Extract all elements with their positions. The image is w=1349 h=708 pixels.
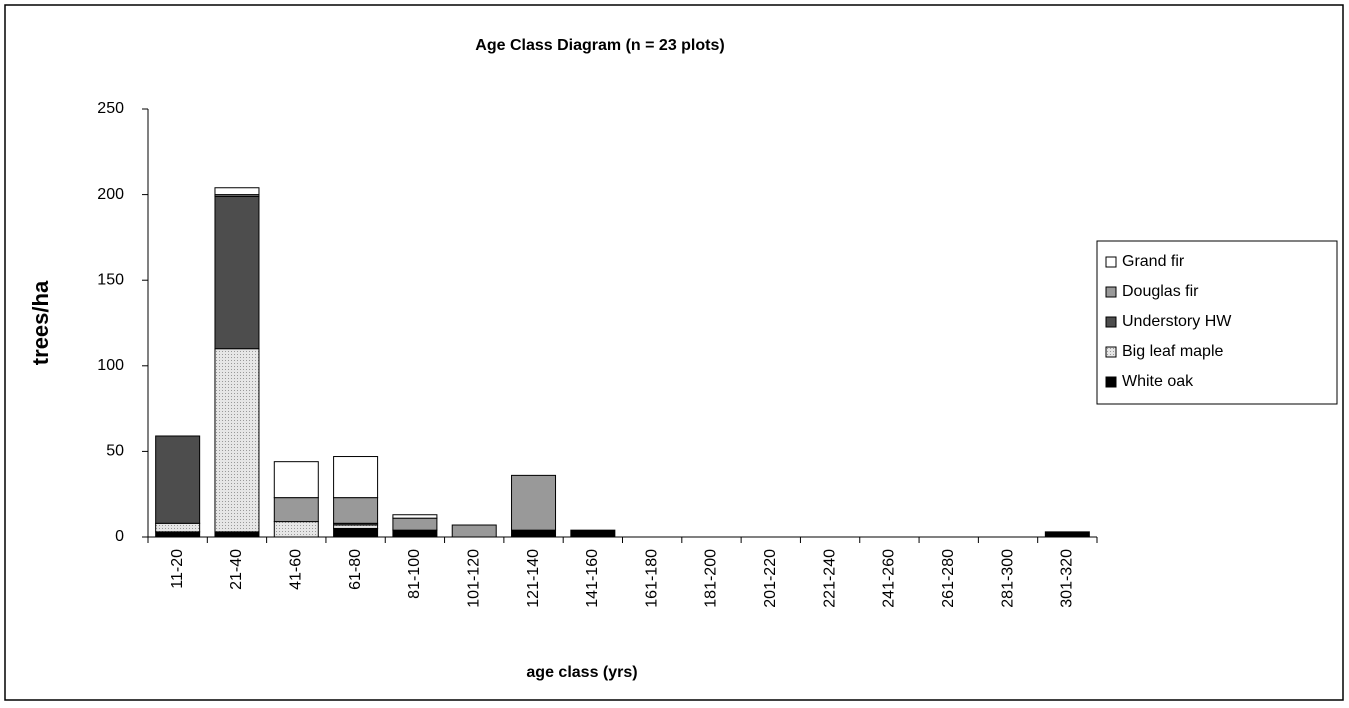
x-tick-label: 11-20	[169, 549, 186, 589]
bar-segment	[273, 497, 319, 523]
bar-segment	[333, 497, 379, 524]
x-tick-label: 81-100	[406, 549, 423, 599]
legend-swatch	[1105, 286, 1117, 298]
bar-segment	[214, 531, 260, 538]
bar-segment	[273, 461, 319, 499]
bar-segment	[273, 521, 319, 538]
bar-segment	[1044, 531, 1090, 538]
x-tick-label: 241-260	[881, 549, 898, 608]
legend-box	[1096, 240, 1338, 405]
bar-segment	[451, 524, 497, 538]
bar-segment	[155, 522, 201, 533]
x-tick-label: 101-120	[465, 549, 482, 608]
y-tick-label: 150	[97, 271, 124, 288]
bar-segment	[155, 531, 201, 538]
bar-segment	[333, 524, 379, 529]
chart-title: Age Class Diagram (n = 23 plots)	[475, 37, 724, 54]
bar-segment	[392, 514, 438, 519]
x-tick-label: 261-280	[940, 549, 957, 608]
bar-segment	[511, 474, 557, 531]
legend-label: Douglas fir	[1122, 283, 1199, 300]
x-tick-label: 181-200	[703, 549, 720, 608]
legend-swatch	[1105, 376, 1117, 388]
x-tick-label: 41-60	[288, 549, 305, 590]
bar-segment	[570, 529, 616, 538]
y-tick-label: 200	[97, 186, 124, 203]
bar-segment	[511, 529, 557, 538]
bar-segment	[333, 527, 379, 538]
y-tick-label: 100	[97, 357, 124, 374]
x-tick-label: 281-300	[999, 549, 1016, 608]
y-tick-label: 0	[115, 528, 124, 545]
bar-segment	[392, 529, 438, 538]
y-axis-label: trees/ha	[28, 280, 53, 365]
bar-segment	[214, 195, 260, 350]
x-tick-label: 121-140	[525, 549, 542, 608]
legend-label: White oak	[1122, 373, 1194, 390]
x-tick-label: 21-40	[228, 549, 245, 590]
x-tick-label: 61-80	[347, 549, 364, 590]
x-tick-label: 201-220	[762, 549, 779, 608]
x-axis-label: age class (yrs)	[526, 664, 637, 681]
x-tick-label: 301-320	[1059, 549, 1076, 608]
x-tick-label: 161-180	[643, 549, 660, 608]
bar-segment	[333, 456, 379, 499]
bar-segment	[214, 348, 260, 533]
y-tick-label: 250	[97, 100, 124, 117]
legend-label: Understory HW	[1122, 313, 1232, 330]
legend-swatch	[1105, 346, 1117, 358]
y-tick-label: 50	[106, 443, 124, 460]
bar-segment	[392, 517, 438, 531]
legend-label: Grand fir	[1122, 253, 1185, 270]
bar-segment	[214, 187, 260, 196]
legend-swatch	[1105, 256, 1117, 268]
legend-label: Big leaf maple	[1122, 343, 1223, 360]
x-tick-label: 141-160	[584, 549, 601, 608]
x-tick-label: 221-240	[821, 549, 838, 608]
bar-segment	[155, 435, 201, 524]
legend-swatch	[1105, 316, 1117, 328]
